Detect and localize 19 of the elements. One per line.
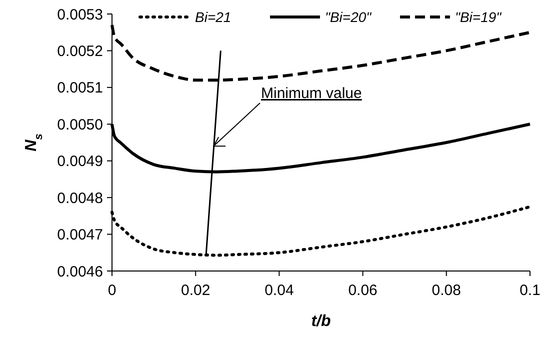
y-tick-label: 0.0047 — [57, 226, 103, 244]
annotation: Minimum value — [261, 85, 362, 102]
legend-label: "Bi=19" — [455, 8, 502, 25]
legend-label: "Bi=20" — [325, 8, 372, 25]
x-tick-label: 0.04 — [264, 282, 294, 299]
y-tick-label: 0.0046 — [57, 263, 103, 280]
y-tick-label: 0.0053 — [57, 6, 103, 24]
y-tick-label: 0.0052 — [57, 42, 103, 60]
x-tick-label: 0 — [108, 282, 116, 299]
legend-label: Bi=21 — [195, 8, 232, 25]
y-tick-label: 0.0049 — [57, 153, 103, 170]
y-tick-label: 0.0048 — [57, 190, 103, 207]
x-tick-label: 0.06 — [348, 282, 378, 299]
x-tick-label: 0.02 — [181, 282, 210, 299]
x-tick-label: 0.1 — [520, 282, 540, 299]
x-tick-label: 0.08 — [432, 282, 461, 299]
y-tick-label: 0.0051 — [57, 80, 103, 97]
y-tick-label: 0.0050 — [57, 116, 103, 134]
x-axis-title: t/b — [311, 313, 331, 330]
